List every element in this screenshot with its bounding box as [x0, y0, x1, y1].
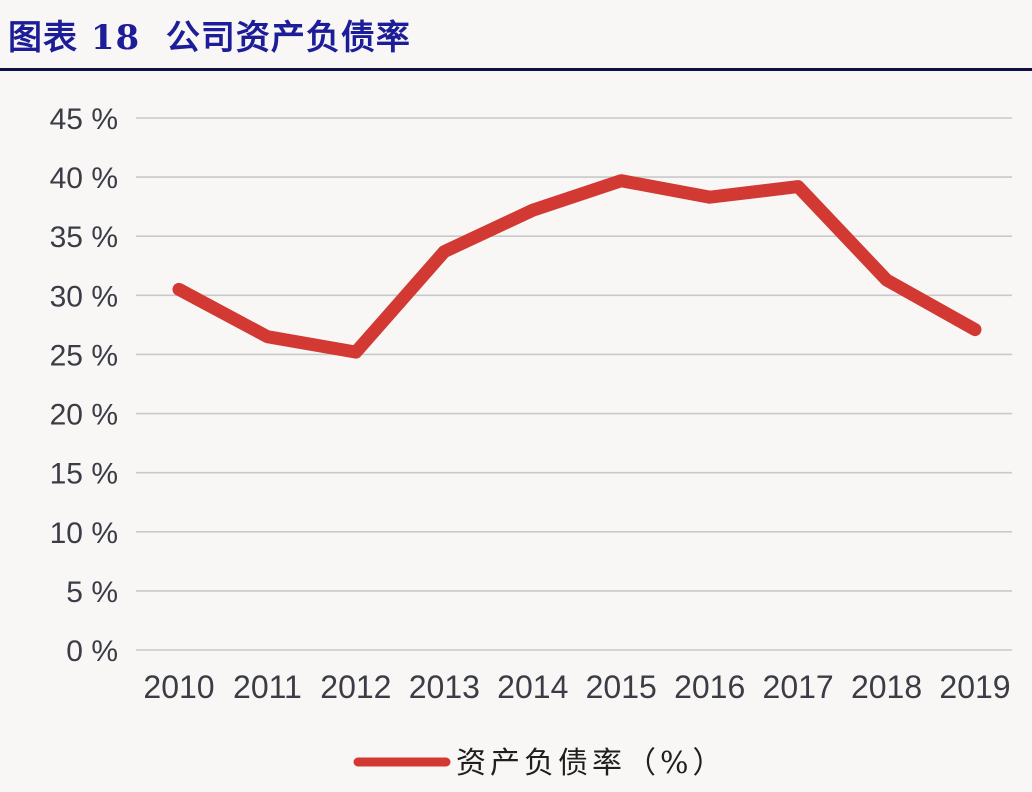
x-tick-label: 2015 — [586, 669, 657, 705]
y-axis-tick-labels: 45 % 40 % 35 % 30 % 25 % 20 % 15 % 10 % 5 % 0 % — [50, 103, 118, 668]
x-axis-tick-labels: 2010 2011 2012 2013 2014 2015 2016 2017 2018 2019 — [143, 669, 1010, 705]
y-tick-label: 0 % — [66, 635, 118, 668]
y-tick-label: 40 % — [50, 162, 118, 195]
x-tick-label: 2019 — [939, 669, 1010, 705]
x-tick-label: 2014 — [497, 669, 568, 705]
y-tick-label: 10 % — [50, 517, 118, 550]
x-tick-label: 2013 — [409, 669, 480, 705]
data-series — [172, 174, 982, 359]
figure-title: 图表 18 公司资产负债率 — [8, 18, 411, 58]
x-tick-label: 2017 — [763, 669, 834, 705]
title-underline — [0, 68, 1032, 71]
y-tick-label: 20 % — [50, 399, 118, 432]
y-tick-label: 30 % — [50, 280, 118, 313]
y-tick-label: 5 % — [66, 576, 118, 609]
legend-label: 资产负债率（%） — [456, 746, 727, 781]
y-tick-label: 25 % — [50, 339, 118, 372]
x-tick-label: 2018 — [851, 669, 922, 705]
legend: 资产负债率（%） — [353, 746, 727, 781]
data-line — [172, 174, 982, 359]
x-tick-label: 2011 — [233, 669, 302, 705]
gridlines — [136, 117, 1012, 651]
y-tick-label: 15 % — [50, 458, 118, 491]
x-tick-label: 2010 — [143, 669, 214, 705]
y-tick-label: 35 % — [50, 221, 118, 254]
y-tick-label: 45 % — [50, 103, 118, 136]
x-tick-label: 2012 — [320, 669, 391, 705]
x-tick-label: 2016 — [674, 669, 745, 705]
